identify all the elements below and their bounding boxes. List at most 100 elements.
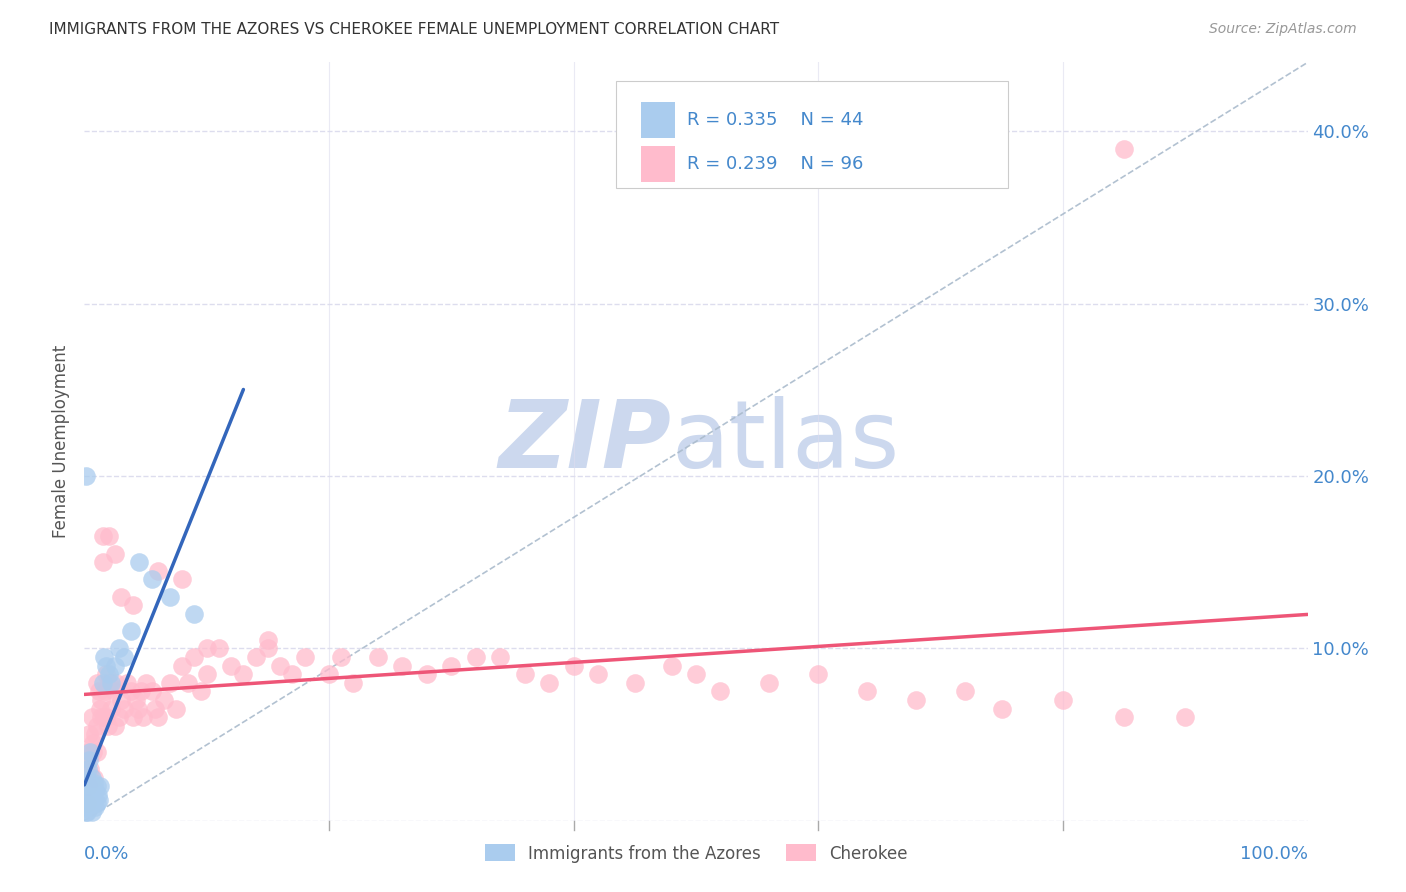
Point [80, 797, 103, 811]
Point [183, 649, 205, 664]
Point [562, 658, 585, 673]
Point [79, 788, 101, 802]
Point [165, 701, 187, 715]
Point [190, 684, 212, 698]
Point [76, 793, 98, 807]
Point [82, 745, 104, 759]
Point [86, 675, 108, 690]
Point [208, 641, 231, 656]
Point [257, 632, 280, 647]
Text: 0.0%: 0.0% [84, 845, 129, 863]
Point [86, 745, 108, 759]
Point [77, 782, 100, 797]
Bar [641, 146, 675, 182]
Point [97, 529, 120, 543]
FancyBboxPatch shape [616, 81, 1008, 187]
Point [96, 667, 118, 681]
Point [80, 805, 103, 819]
Point [91, 529, 114, 543]
Point [93, 649, 115, 664]
Point [758, 675, 780, 690]
Point [104, 719, 127, 733]
Point [172, 573, 194, 587]
Point [79, 762, 101, 776]
Point [391, 658, 413, 673]
Point [96, 710, 118, 724]
Point [146, 710, 169, 724]
Point [195, 641, 218, 656]
Point [195, 667, 218, 681]
Point [82, 797, 104, 811]
Point [141, 573, 163, 587]
Point [84, 727, 107, 741]
Point [77, 776, 100, 790]
Point [127, 701, 149, 715]
Point [89, 779, 111, 793]
Text: atlas: atlas [672, 395, 900, 488]
Point [177, 675, 200, 690]
Legend: Immigrants from the Azores, Cherokee: Immigrants from the Azores, Cherokee [478, 838, 914, 869]
Point [104, 547, 127, 561]
Point [135, 675, 157, 690]
Point [91, 555, 114, 569]
Point [153, 693, 176, 707]
Point [294, 649, 316, 664]
Point [91, 675, 114, 690]
Point [75, 762, 97, 776]
Point [89, 701, 111, 715]
Point [115, 675, 138, 690]
Point [953, 684, 976, 698]
Point [489, 649, 512, 664]
Text: IMMIGRANTS FROM THE AZORES VS CHEROKEE FEMALE UNEMPLOYMENT CORRELATION CHART: IMMIGRANTS FROM THE AZORES VS CHEROKEE F… [49, 22, 779, 37]
Point [128, 555, 150, 569]
Point [112, 649, 135, 664]
Point [77, 762, 100, 776]
Point [87, 793, 110, 807]
Point [146, 564, 169, 578]
Point [122, 710, 145, 724]
Point [77, 797, 100, 811]
Point [84, 782, 107, 797]
Point [281, 667, 304, 681]
Point [245, 649, 267, 664]
Text: R = 0.335    N = 44: R = 0.335 N = 44 [688, 112, 863, 129]
Point [100, 675, 122, 690]
Point [94, 684, 117, 698]
Point [318, 667, 340, 681]
Point [75, 469, 97, 483]
Point [80, 710, 103, 724]
Point [79, 800, 101, 814]
Point [159, 675, 181, 690]
Point [416, 667, 439, 681]
Point [77, 727, 100, 741]
Point [107, 641, 129, 656]
Y-axis label: Female Unemployment: Female Unemployment [52, 345, 70, 538]
Point [97, 667, 120, 681]
Point [905, 693, 928, 707]
Point [856, 684, 879, 698]
Text: 100.0%: 100.0% [1240, 845, 1308, 863]
Point [97, 719, 120, 733]
Point [77, 779, 100, 793]
Point [75, 805, 97, 819]
Point [129, 684, 152, 698]
Point [125, 693, 148, 707]
Point [1052, 693, 1074, 707]
Point [232, 667, 254, 681]
Text: ZIP: ZIP [499, 395, 672, 488]
Point [991, 701, 1014, 715]
Point [83, 793, 105, 807]
Point [86, 719, 108, 733]
Point [82, 736, 104, 750]
Point [219, 658, 242, 673]
Point [342, 675, 364, 690]
Point [75, 797, 97, 811]
Point [183, 607, 205, 621]
Point [103, 684, 125, 698]
Point [120, 684, 142, 698]
Point [1114, 710, 1136, 724]
Point [83, 776, 105, 790]
Point [76, 771, 98, 785]
Point [1174, 710, 1197, 724]
Point [97, 675, 120, 690]
